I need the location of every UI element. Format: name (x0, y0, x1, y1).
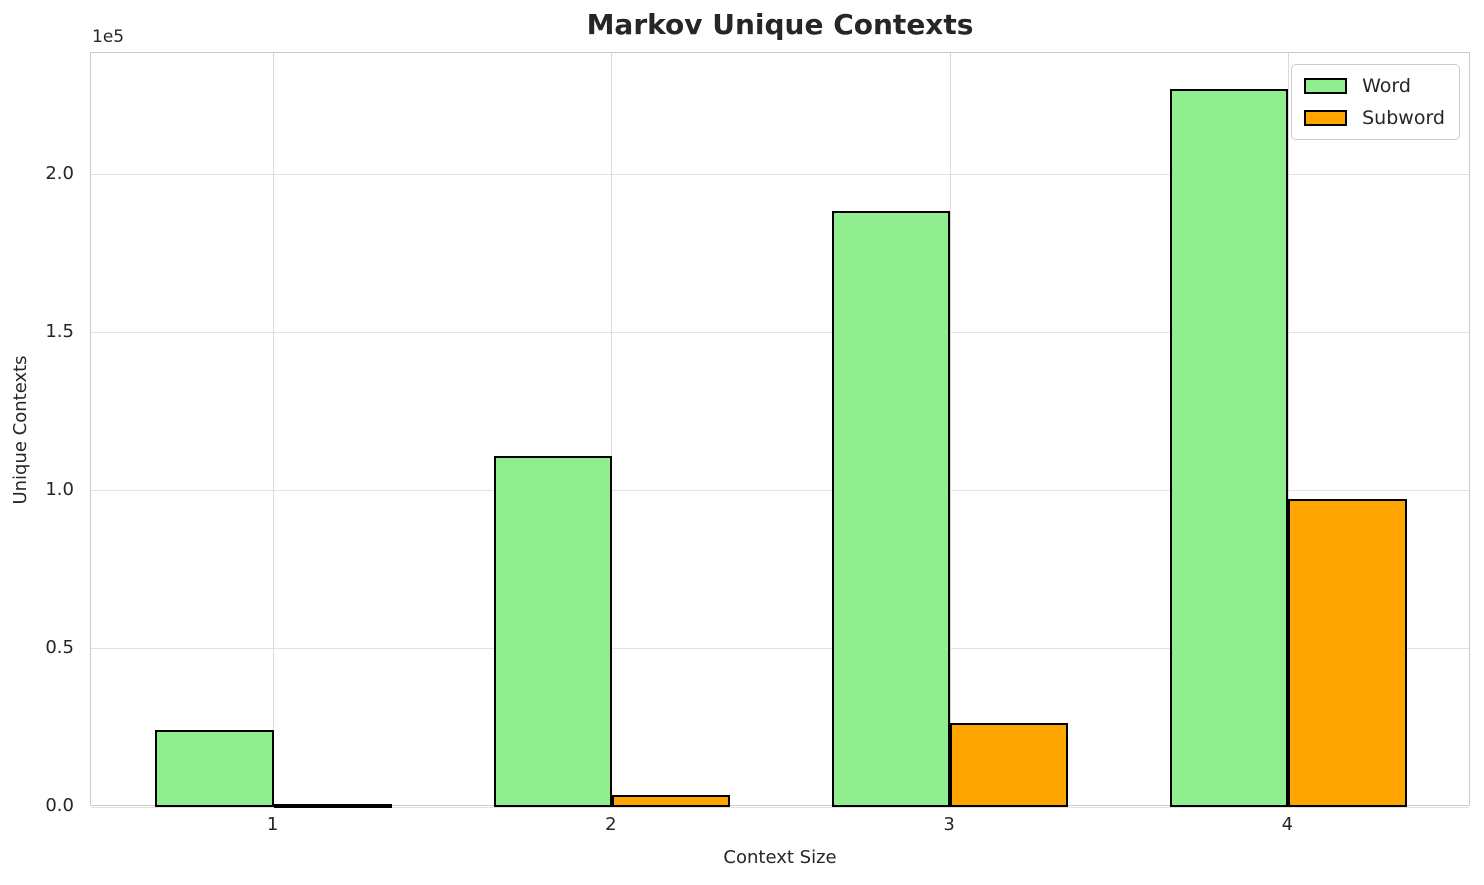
x-tick-label: 2 (605, 814, 617, 835)
bar-subword-context-1 (273, 804, 393, 808)
bar-word-context-1 (155, 729, 274, 807)
bar-word-context-3 (831, 211, 951, 807)
v-gridline (611, 53, 613, 805)
legend-patch-word (1304, 78, 1348, 94)
bar-word-context-2 (493, 456, 612, 807)
bar-subword-context-4 (1288, 498, 1407, 807)
v-gridline (273, 53, 275, 805)
h-gridline (91, 174, 1469, 176)
h-gridline (91, 490, 1469, 492)
v-gridline (1287, 53, 1289, 805)
y-axis-offset-label: 1e5 (92, 27, 125, 47)
x-tick-label: 1 (266, 814, 279, 835)
legend-item-word: Word (1304, 75, 1445, 97)
legend-label: Subword (1362, 107, 1445, 129)
x-tick-label: 4 (1281, 814, 1294, 835)
legend-patch-subword (1304, 110, 1348, 126)
bar-word-context-4 (1169, 89, 1289, 807)
y-tick-label: 0.0 (45, 795, 74, 816)
legend: Word Subword (1291, 64, 1460, 140)
bar-subword-context-2 (611, 794, 731, 807)
chart-title: Markov Unique Contexts (586, 8, 974, 41)
legend-item-subword: Subword (1304, 107, 1445, 129)
y-tick-label: 1.0 (45, 478, 74, 500)
v-gridline (949, 53, 951, 805)
plot-area: Word Subword (90, 52, 1470, 808)
y-tick-label: 1.5 (45, 320, 74, 342)
legend-label: Word (1362, 75, 1411, 97)
y-tick-label: 2.0 (45, 162, 74, 184)
h-gridline (91, 648, 1469, 650)
x-tick-label: 3 (943, 814, 955, 835)
x-axis-label: Context Size (723, 847, 837, 868)
h-gridline (91, 806, 1469, 808)
bar-subword-context-3 (950, 722, 1069, 807)
h-gridline (91, 332, 1469, 334)
y-tick-label: 0.5 (45, 636, 74, 658)
